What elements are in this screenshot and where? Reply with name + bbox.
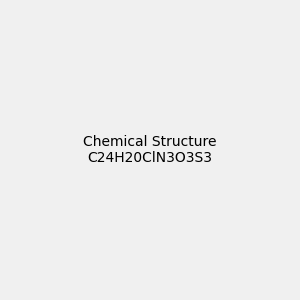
Text: Chemical Structure
C24H20ClN3O3S3: Chemical Structure C24H20ClN3O3S3 [83, 135, 217, 165]
